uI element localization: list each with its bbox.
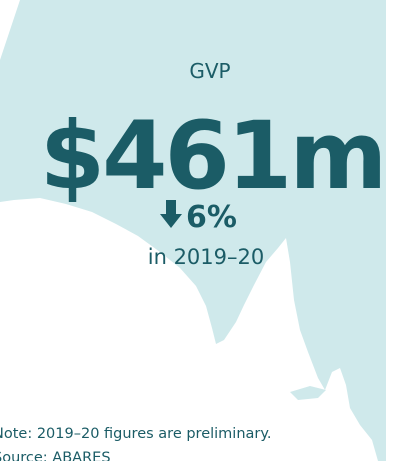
- island: [290, 386, 326, 400]
- note: Note: 2019–20 figures are preliminary.: [0, 426, 271, 442]
- metric-label: GVP: [189, 59, 230, 83]
- map-shape: [0, 0, 386, 461]
- down-arrow: [160, 200, 182, 228]
- source: Source: ABARES: [0, 450, 111, 461]
- change-value: 6%: [186, 200, 237, 235]
- period: in 2019–20: [148, 245, 264, 269]
- metric-value: $461m: [40, 102, 385, 211]
